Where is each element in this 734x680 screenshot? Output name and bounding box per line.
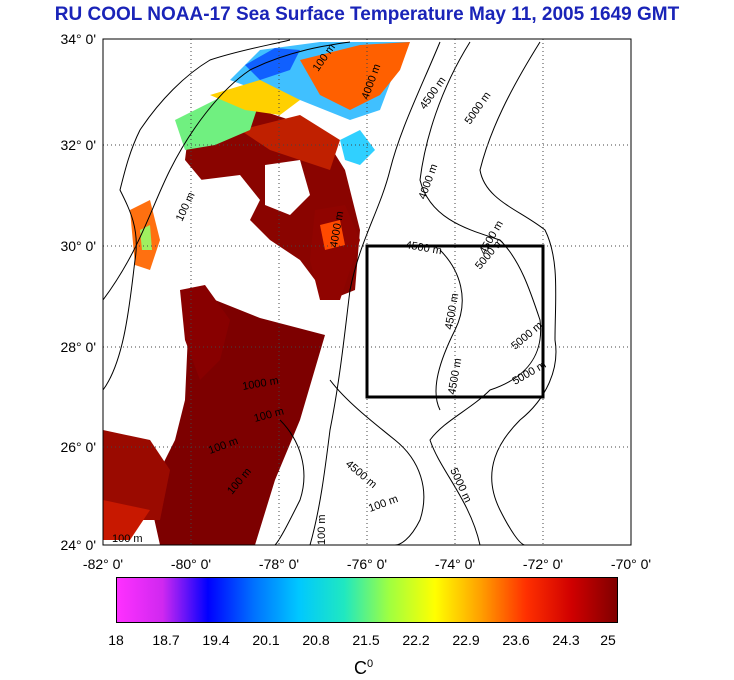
plot-frame (102, 38, 632, 546)
colorbar-tick: 23.6 (502, 632, 530, 648)
lat-tick: 32° 0' (60, 137, 96, 153)
contour-label: 5000 m (447, 466, 473, 504)
lat-tick: 26° 0' (60, 439, 96, 455)
lon-tick: -72° 0' (523, 556, 563, 572)
contour-5000m (479, 41, 557, 545)
colorbar-unit: C0 (354, 658, 373, 679)
sst-florida-east (180, 285, 230, 380)
sst-yellow-band (210, 80, 300, 115)
lon-tick: -80° 0' (171, 556, 211, 572)
colorbar-tick: 20.8 (302, 632, 330, 648)
bathymetry-contours (103, 39, 557, 545)
sst-orange-band (300, 42, 410, 110)
colorbar-tick: 18.7 (152, 632, 180, 648)
lon-axis: -82° 0' -80° 0' -78° 0' -76° 0' -74° 0' … (83, 556, 651, 572)
lat-tick: 24° 0' (60, 537, 96, 553)
sst-data-layer (103, 42, 410, 545)
contour-label: 4500 m (443, 292, 461, 330)
lon-tick: -76° 0' (347, 556, 387, 572)
temperature-colorbar (116, 577, 618, 623)
contour-label: 4500 m (446, 357, 464, 395)
sst-cool-blue (245, 48, 300, 80)
colorbar-tick: 22.2 (402, 632, 430, 648)
contour-4500m (419, 41, 542, 545)
colorbar-tick: 24.3 (552, 632, 580, 648)
lat-tick: 28° 0' (60, 339, 96, 355)
colorbar-tick: 21.5 (352, 632, 380, 648)
contour-label: 100 m (112, 533, 143, 545)
cloud-gap (225, 245, 290, 300)
contour-label: 100 m (316, 514, 328, 545)
colorbar-tick: 25 (600, 632, 616, 648)
lon-tick: -70° 0' (611, 556, 651, 572)
contour-label: 100 m (174, 190, 198, 223)
contour-label: 100 m (367, 493, 400, 515)
sst-warm-core (150, 290, 325, 545)
lon-tick: -74° 0' (435, 556, 475, 572)
contour-100m (103, 41, 351, 301)
contour-label: 5000 m (463, 90, 494, 127)
sst-shelf-mid (240, 115, 340, 170)
lon-tick: -82° 0' (83, 556, 123, 572)
map-title: RU COOL NOAA-17 Sea Surface Temperature … (54, 4, 680, 25)
sst-offshore-orange (320, 220, 345, 250)
contour-4000m (309, 41, 441, 545)
cloud-gap (265, 160, 310, 215)
lat-tick: 30° 0' (60, 238, 96, 254)
sst-warm-red (103, 430, 170, 520)
colorbar-unit-sup: 0 (367, 658, 374, 670)
colorbar-tick: 19.4 (202, 632, 230, 648)
colorbar-unit-letter: C (354, 658, 367, 678)
lon-tick: -78° 0' (259, 556, 299, 572)
lat-axis: 34° 0' 32° 0' 30° 0' 28° 0' 26° 0' 24° 0… (60, 31, 96, 553)
study-area-box (365, 244, 545, 399)
cloud-gap (200, 175, 260, 230)
lat-tick: 34° 0' (60, 31, 96, 47)
sst-cool-green (175, 95, 260, 150)
sst-florida-bay (103, 500, 150, 540)
colorbar-tick: 18 (108, 632, 124, 648)
contour-label: 4500 m (343, 458, 379, 491)
contour-bank (329, 379, 425, 545)
contour-bank-west (274, 419, 305, 545)
sst-cyan-patch (340, 130, 375, 165)
colorbar-tick: 20.1 (252, 632, 280, 648)
contour-4500m-inner (435, 249, 463, 411)
contour-label: 4500 m (404, 239, 442, 257)
colorbar-tick: 22.9 (452, 632, 480, 648)
contour-coastline (103, 39, 291, 391)
